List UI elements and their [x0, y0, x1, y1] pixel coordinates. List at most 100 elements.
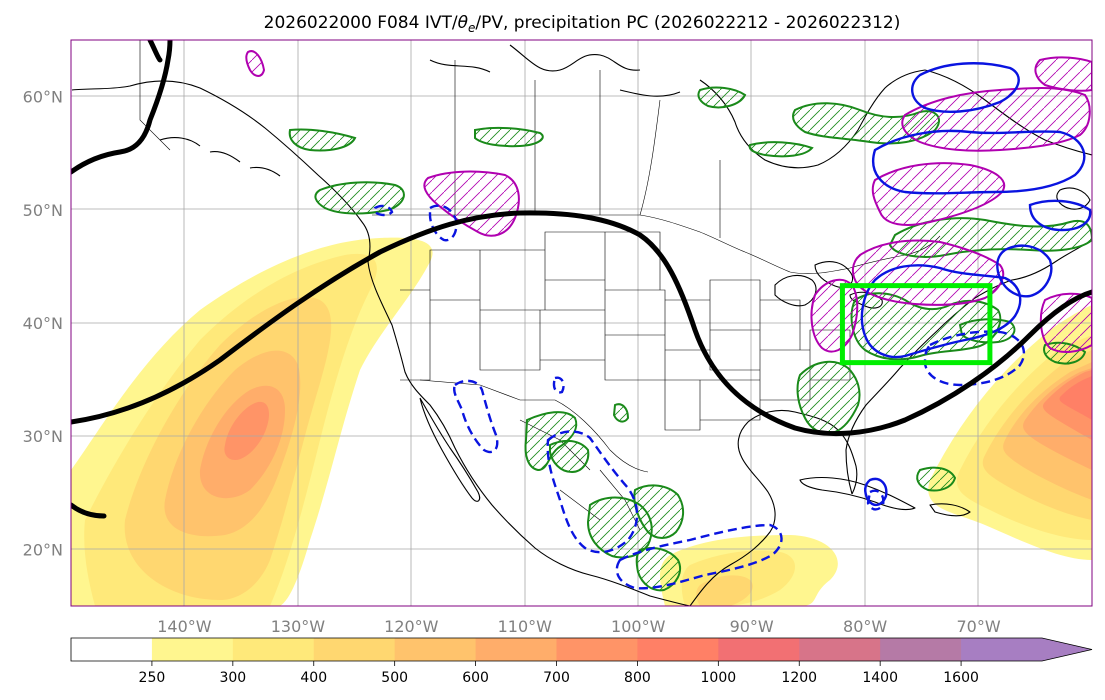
ivt-level-400: [696, 575, 753, 606]
map-panel: [71, 40, 1092, 606]
colorbar-tick-label: 600: [462, 670, 489, 686]
lon-tick-label: 130°W: [271, 617, 326, 636]
colorbar-segment: [556, 638, 638, 661]
border-alaska-canada: [139, 40, 171, 151]
precip-blue-region: [864, 477, 888, 507]
precip-green-region: [916, 466, 957, 492]
coastline-hudson-bay: [699, 69, 926, 169]
precip-blue-dashed-region: [428, 204, 458, 242]
precip-magenta-region: [901, 87, 1091, 152]
coastline-west: [71, 80, 691, 606]
colorbar-segment: [394, 638, 477, 661]
latitude-tick-labels: 60°N 50°N 40°N 30°N 20°N: [23, 88, 63, 560]
colorbar: 250 300 400 500 600 700 800 1000 1200 1400 1600: [70, 637, 1093, 686]
precip-blue-dashed-region: [373, 204, 394, 217]
longitude-tick-labels: 140°W 130°W 120°W 110°W 100°W 90°W 80°W 70°W: [157, 617, 1001, 636]
colorbar-tick-label: 700: [543, 670, 570, 686]
precip-blue-region: [1028, 199, 1092, 232]
border-us-mexico: [419, 379, 649, 473]
pv-contour-northwest-small: [147, 40, 163, 63]
lon-tick-label: 120°W: [384, 617, 439, 636]
lat-tick-label: 30°N: [23, 427, 63, 446]
precip-green-region: [796, 360, 861, 434]
colorbar-segment: [637, 638, 719, 661]
colorbar-outline: [70, 637, 1093, 662]
precip-blue-dashed-contours: [373, 204, 1026, 590]
colorbar-tick-label: 1400: [862, 670, 898, 686]
borders-canada-provinces: [454, 60, 721, 238]
coastline-newfoundland: [1056, 187, 1091, 210]
precip-blue-contours: [860, 62, 1092, 507]
lat-tick-label: 40°N: [23, 314, 63, 333]
pv-contour-main: [71, 210, 1092, 437]
precip-blue-dashed-region: [866, 489, 885, 511]
colorbar-tick-label: 500: [381, 670, 408, 686]
ivt-shading-atlantic: [928, 305, 1092, 560]
colorbar-segment: [475, 638, 557, 661]
precip-green-contours: [288, 86, 1092, 592]
precip-green-region: [633, 484, 684, 539]
precip-blue-region: [911, 62, 1020, 113]
coastline-arctic-islands: [429, 44, 681, 97]
colorbar-segment: [313, 638, 396, 661]
colorbar-segment: [232, 638, 315, 661]
precip-blue-region: [996, 244, 1053, 298]
colorbar-tick-label: 1200: [781, 670, 817, 686]
pv-contour-southwest: [71, 502, 107, 519]
lon-tick-label: 90°W: [730, 617, 774, 636]
colorbar-segment: [880, 638, 962, 661]
coastline-baja: [419, 397, 481, 502]
coastline-alaska-islands: [159, 137, 281, 177]
lon-tick-label: 70°W: [956, 617, 1000, 636]
lat-tick-label: 60°N: [23, 88, 63, 107]
precip-green-region: [474, 126, 544, 148]
precip-blue-dashed-region: [552, 376, 565, 394]
ivt-shading-central-america: [660, 535, 838, 606]
precip-magenta-region: [810, 278, 859, 353]
precip-blue-region: [872, 129, 1086, 195]
precip-blue-dashed-region: [453, 379, 499, 454]
precip-green-region: [635, 547, 682, 592]
precip-magenta-region: [245, 50, 266, 77]
coastlines: [71, 44, 1092, 606]
colorbar-segment: [718, 638, 800, 661]
precip-blue-dashed-region: [546, 430, 639, 554]
map-frame: [70, 39, 1093, 607]
colorbar-tick-label: 300: [219, 670, 246, 686]
precip-green-region: [612, 403, 630, 423]
precip-magenta-region: [1034, 56, 1092, 92]
lon-tick-label: 140°W: [157, 617, 212, 636]
lon-tick-label: 110°W: [498, 617, 553, 636]
ivt-shading-pacific: [71, 237, 433, 606]
colorbar-tick-label: 1000: [701, 670, 737, 686]
region-highlight-box: [839, 283, 993, 366]
precip-blue-dashed-region: [615, 523, 783, 590]
ivt-level-700: [224, 401, 270, 460]
precip-green-region: [748, 141, 814, 158]
colorbar-tick-label: 250: [139, 670, 166, 686]
lon-tick-label: 80°W: [843, 617, 887, 636]
colorbar-segment: [151, 638, 234, 661]
precip-green-region: [288, 128, 357, 152]
precip-magenta-contours: [245, 50, 1092, 353]
precip-green-region: [697, 86, 747, 109]
precip-magenta-region: [423, 170, 520, 237]
colorbar-tick-label: 400: [300, 670, 327, 686]
coastline-hispaniola: [929, 503, 971, 517]
political-borders: [139, 40, 941, 531]
coastline-cuba: [799, 476, 916, 511]
ivt-level-800: [1059, 376, 1092, 420]
lat-tick-label: 50°N: [23, 201, 63, 220]
pv-contour-northwest: [71, 40, 173, 175]
lat-tick-label: 20°N: [23, 540, 63, 559]
colorbar-segment: [799, 638, 881, 661]
precip-blue-region: [860, 264, 1022, 359]
chart-title: 2026022000 F084 IVT/θe/PV, precipitation…: [264, 13, 901, 35]
colorbar-extend-arrow: [961, 638, 1092, 661]
precip-green-region: [549, 439, 590, 474]
colorbar-tick-label: 1600: [943, 670, 979, 686]
coastline-gulf-of-mexico: [689, 409, 858, 606]
colorbar-segment: [71, 638, 153, 661]
colorbar-tick-label: 800: [624, 670, 651, 686]
